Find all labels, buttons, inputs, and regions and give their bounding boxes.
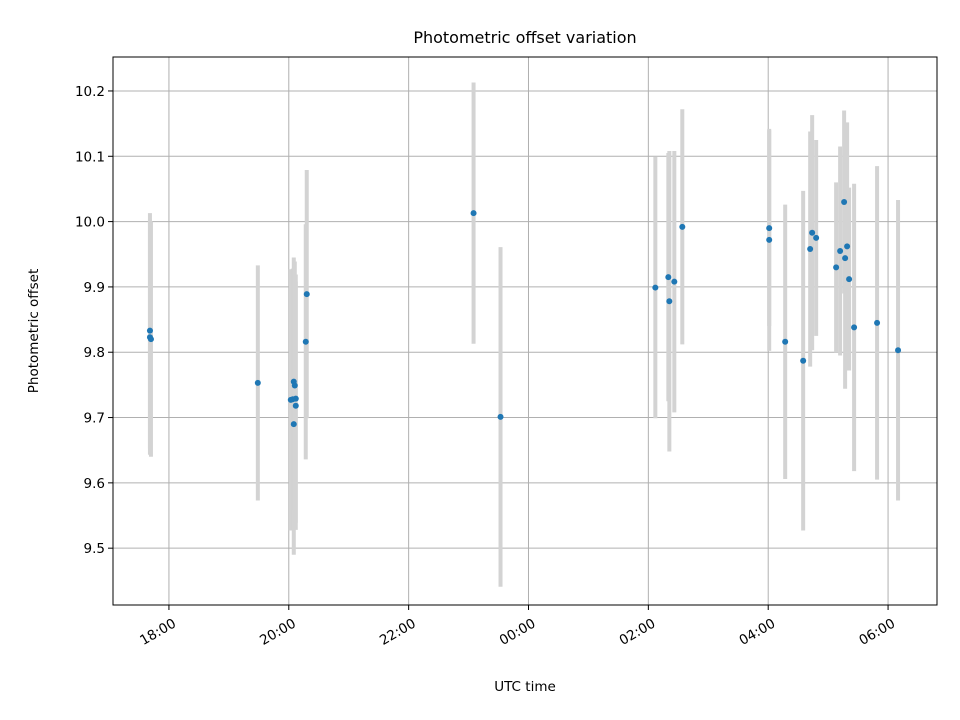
x-axis-label: UTC time xyxy=(494,679,556,695)
data-point xyxy=(497,413,504,420)
data-points xyxy=(146,199,902,428)
y-tick-label: 10.1 xyxy=(75,149,105,165)
data-point xyxy=(146,327,153,334)
data-point xyxy=(666,298,673,305)
y-tick-label: 9.6 xyxy=(84,476,105,492)
data-point xyxy=(874,319,881,326)
y-tick-label: 9.8 xyxy=(84,345,105,361)
data-point xyxy=(846,276,853,283)
data-point xyxy=(147,336,154,343)
data-point xyxy=(841,199,848,206)
data-point xyxy=(671,278,678,285)
data-point xyxy=(303,291,310,298)
data-point xyxy=(807,246,814,253)
y-tick-label: 9.5 xyxy=(84,541,105,557)
y-tick-label: 10.0 xyxy=(75,215,105,231)
data-point xyxy=(302,338,309,345)
data-point xyxy=(813,234,820,241)
data-point xyxy=(766,236,773,243)
data-point xyxy=(837,247,844,254)
data-point xyxy=(290,421,297,428)
plot-frame xyxy=(112,56,938,606)
data-point xyxy=(833,264,840,271)
data-point xyxy=(800,357,807,364)
data-point xyxy=(470,210,477,217)
chart-title: Photometric offset variation xyxy=(413,28,636,47)
y-tick-label: 9.9 xyxy=(84,280,105,296)
data-point xyxy=(292,402,299,409)
data-point xyxy=(844,243,851,250)
data-point xyxy=(665,274,672,281)
data-point xyxy=(851,324,858,331)
data-point xyxy=(254,379,261,386)
data-point xyxy=(652,284,659,291)
y-axis-label: Photometric offset xyxy=(26,269,42,393)
data-point xyxy=(895,347,902,354)
data-point xyxy=(842,255,849,262)
data-point xyxy=(809,229,816,236)
data-point xyxy=(782,338,789,345)
y-tick-label: 10.2 xyxy=(75,84,105,100)
data-point xyxy=(679,223,686,230)
data-point xyxy=(292,395,299,402)
y-tick-label: 9.7 xyxy=(84,411,105,427)
data-point xyxy=(766,225,773,232)
data-point xyxy=(291,382,298,389)
